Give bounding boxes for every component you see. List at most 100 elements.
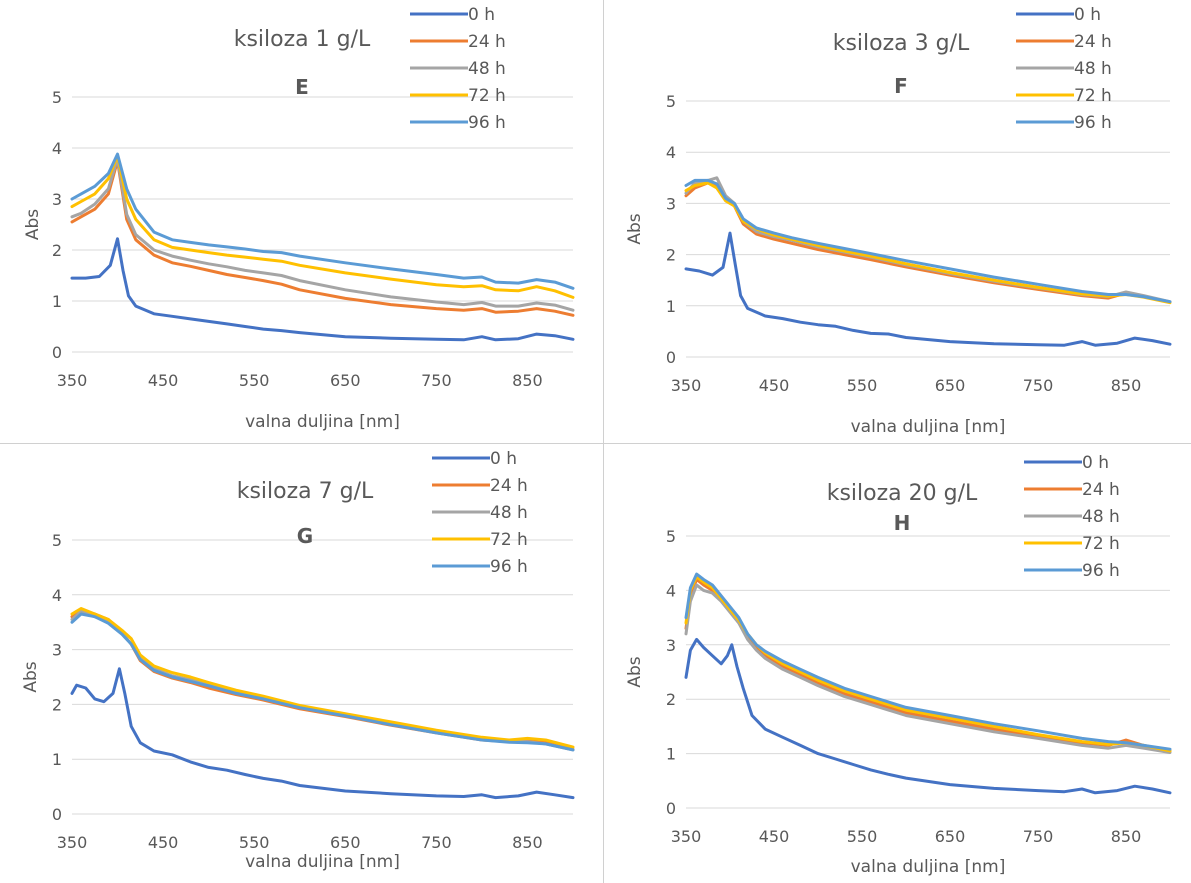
legend-label: 72 h — [1074, 86, 1112, 106]
x-tick-label: 550 — [239, 833, 270, 852]
chart-title: ksiloza 7 g/L — [237, 479, 374, 504]
x-tick-label: 650 — [935, 827, 966, 846]
x-tick-label: 650 — [935, 376, 966, 395]
series-line-48h — [684, 583, 1172, 754]
x-tick-label: 750 — [1023, 376, 1054, 395]
legend-label: 0 h — [1074, 5, 1101, 25]
legend-label: 72 h — [468, 86, 506, 106]
y-tick-label: 1 — [666, 745, 676, 764]
y-tick-label: 5 — [666, 92, 676, 111]
series-line-48h — [684, 176, 1172, 304]
y-tick-label: 0 — [52, 805, 62, 824]
y-tick-label: 4 — [666, 581, 676, 600]
legend-label: 24 h — [490, 476, 528, 496]
horizontal-divider — [0, 443, 1191, 444]
chart-title: ksiloza 3 g/L — [833, 31, 970, 56]
x-tick-label: 350 — [671, 827, 702, 846]
y-tick-label: 4 — [52, 139, 62, 158]
x-axis-label: valna duljina [nm] — [851, 417, 1006, 437]
series-line-24h — [70, 609, 575, 751]
legend-label: 96 h — [1082, 561, 1120, 581]
legend-label: 96 h — [490, 557, 528, 577]
chart-subtitle: H — [894, 511, 911, 535]
x-tick-label: 750 — [421, 833, 452, 852]
legend-label: 48 h — [490, 503, 528, 523]
chart-subtitle: G — [297, 524, 313, 548]
chart-title: ksiloza 20 g/L — [827, 481, 978, 506]
legend-label: 0 h — [490, 449, 517, 469]
legend-label: 24 h — [1074, 32, 1112, 52]
series-line-72h — [684, 181, 1172, 305]
chart-panel-e: 0 1 2 3 4 5 350 450 550 650 750 850 valna duljina [n… — [0, 0, 603, 443]
y-axis-label: Abs — [625, 213, 645, 244]
x-tick-label: 350 — [57, 833, 88, 852]
x-tick-label: 650 — [330, 833, 361, 852]
series-line-0h — [684, 231, 1172, 347]
y-tick-label: 2 — [666, 690, 676, 709]
x-tick-label: 850 — [512, 371, 543, 390]
series-line-96h — [684, 572, 1172, 751]
x-tick-label: 750 — [1023, 827, 1054, 846]
y-tick-label: 0 — [666, 348, 676, 367]
series-line-96h — [70, 152, 575, 290]
y-axis-label: Abs — [21, 661, 41, 692]
y-tick-label: 1 — [666, 297, 676, 316]
y-tick-label: 4 — [52, 586, 62, 605]
x-tick-label: 350 — [671, 376, 702, 395]
chart-panel-f: 0 1 2 3 4 5 350 450 550 650 750 850 valna duljina [n… — [604, 0, 1191, 443]
chart-subtitle: E — [295, 75, 309, 99]
series-line-0h — [70, 667, 575, 800]
chart-panel-g: 0 1 2 3 4 5 350 450 550 650 750 850 valna duljina [n… — [0, 444, 603, 883]
chart-subtitle: F — [894, 74, 908, 98]
legend-label: 72 h — [1082, 534, 1120, 554]
x-tick-label: 450 — [148, 833, 179, 852]
y-tick-label: 5 — [666, 527, 676, 546]
chart-title: ksiloza 1 g/L — [234, 27, 371, 52]
legend-label: 0 h — [468, 5, 495, 25]
y-tick-label: 2 — [52, 241, 62, 260]
chart-panel-h: 0 1 2 3 4 5 350 450 550 650 750 850 valna duljina [n… — [604, 444, 1191, 883]
x-tick-label: 850 — [1111, 376, 1142, 395]
series-line-0h — [684, 637, 1172, 795]
x-axis-label: valna duljina [nm] — [245, 412, 400, 432]
series-line-24h — [684, 181, 1172, 304]
x-axis-label: valna duljina [nm] — [851, 857, 1006, 877]
x-axis-label: valna duljina [nm] — [245, 852, 400, 872]
chart-f: 0 1 2 3 4 5 350 450 550 650 750 850 valna duljina [n… — [625, 5, 1172, 437]
y-tick-label: 0 — [666, 799, 676, 818]
legend-label: 24 h — [468, 32, 506, 52]
series-line-96h — [70, 612, 575, 752]
legend-label: 48 h — [1074, 59, 1112, 79]
y-tick-label: 2 — [52, 695, 62, 714]
y-tick-label: 0 — [52, 343, 62, 362]
legend-label: 48 h — [1082, 507, 1120, 527]
y-tick-label: 3 — [666, 194, 676, 213]
y-tick-label: 3 — [666, 636, 676, 655]
x-tick-label: 550 — [239, 371, 270, 390]
series-line-24h — [684, 578, 1172, 753]
x-tick-label: 550 — [847, 376, 878, 395]
y-tick-label: 3 — [52, 190, 62, 209]
legend-label: 96 h — [1074, 113, 1112, 133]
y-tick-label: 4 — [666, 143, 676, 162]
y-tick-label: 5 — [52, 531, 62, 550]
chart-g: 0 1 2 3 4 5 350 450 550 650 750 850 valna duljina [n… — [21, 449, 575, 872]
chart-e: 0 1 2 3 4 5 350 450 550 650 750 850 valna duljina [n… — [23, 5, 575, 432]
x-tick-label: 350 — [57, 371, 88, 390]
legend-label: 24 h — [1082, 480, 1120, 500]
x-tick-label: 850 — [1111, 827, 1142, 846]
chart-h: 0 1 2 3 4 5 350 450 550 650 750 850 valna duljina [n… — [625, 453, 1172, 877]
vertical-divider — [603, 0, 604, 883]
x-tick-label: 450 — [759, 376, 790, 395]
x-tick-label: 650 — [330, 371, 361, 390]
y-axis-label: Abs — [625, 656, 645, 687]
legend-label: 48 h — [468, 59, 506, 79]
legend-label: 96 h — [468, 113, 506, 133]
legend-label: 0 h — [1082, 453, 1109, 473]
series-line-72h — [70, 607, 575, 749]
x-tick-label: 850 — [512, 833, 543, 852]
y-tick-label: 2 — [666, 246, 676, 265]
y-tick-label: 1 — [52, 292, 62, 311]
legend-label: 72 h — [490, 530, 528, 550]
y-axis-label: Abs — [23, 209, 43, 240]
